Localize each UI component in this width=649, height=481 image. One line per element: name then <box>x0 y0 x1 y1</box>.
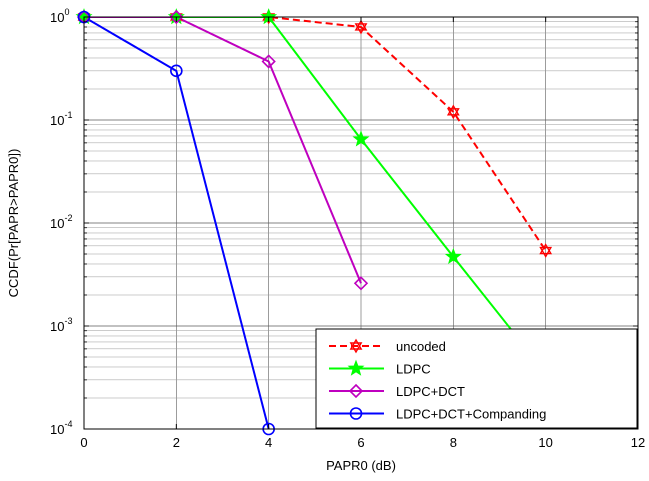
legend-box <box>315 328 638 429</box>
x-tick-label: 6 <box>357 435 364 450</box>
series-line-ldpc <box>84 17 547 374</box>
y-axis-label: CCDF(Pr[PAPR>PAPR0]) <box>6 149 21 298</box>
series-line-ldpc-dct <box>84 17 362 284</box>
legend-marker <box>349 407 363 420</box>
x-tick-label: 8 <box>450 435 457 450</box>
data-point-uncoded <box>446 104 460 120</box>
series-line-ldpc-dct-companding <box>84 17 270 429</box>
legend-label: LDPC+DCT+Companding <box>396 407 546 422</box>
y-tick-label: 10-2 <box>50 213 72 231</box>
data-point-ldpc <box>352 130 370 147</box>
data-point-uncoded <box>539 243 553 258</box>
legend-label: LDPC <box>396 362 431 377</box>
x-tick-label: 0 <box>80 435 87 450</box>
x-tick-label: 2 <box>173 435 180 450</box>
legend-marker <box>347 359 365 376</box>
x-tick-label: 12 <box>631 435 645 450</box>
y-tick-label: 10-1 <box>50 110 72 128</box>
x-tick-labels: 0 2 4 6 8 10 12 <box>80 435 645 450</box>
x-tick-label: 10 <box>538 435 552 450</box>
legend-marker <box>348 383 364 399</box>
x-tick-label: 4 <box>265 435 272 450</box>
data-point-ldpc-dct <box>261 54 276 69</box>
y-tick-label: 100 <box>50 7 69 25</box>
y-tick-label: 10-3 <box>50 316 72 334</box>
legend-marker <box>349 338 363 354</box>
data-point-uncoded <box>354 19 368 35</box>
data-point-ldpc-dct <box>169 9 184 25</box>
y-tick-labels: 10-4 10-3 10-2 10-1 100 <box>50 7 72 437</box>
legend-label: uncoded <box>396 339 446 354</box>
y-tick-label: 10-4 <box>50 419 72 437</box>
legend-label: LDPC+DCT <box>396 384 465 399</box>
series-layer <box>84 17 547 429</box>
x-axis-label: PAPR0 (dB) <box>326 458 396 473</box>
legend: uncoded LDPC LDPC+DCT LDPC+DCT+Companding <box>315 328 638 429</box>
data-point-ldpc <box>444 247 462 264</box>
data-point-ldpc-dct-companding <box>170 64 183 78</box>
series-line-uncoded <box>84 17 547 252</box>
data-point-ldpc-dct <box>353 276 369 291</box>
